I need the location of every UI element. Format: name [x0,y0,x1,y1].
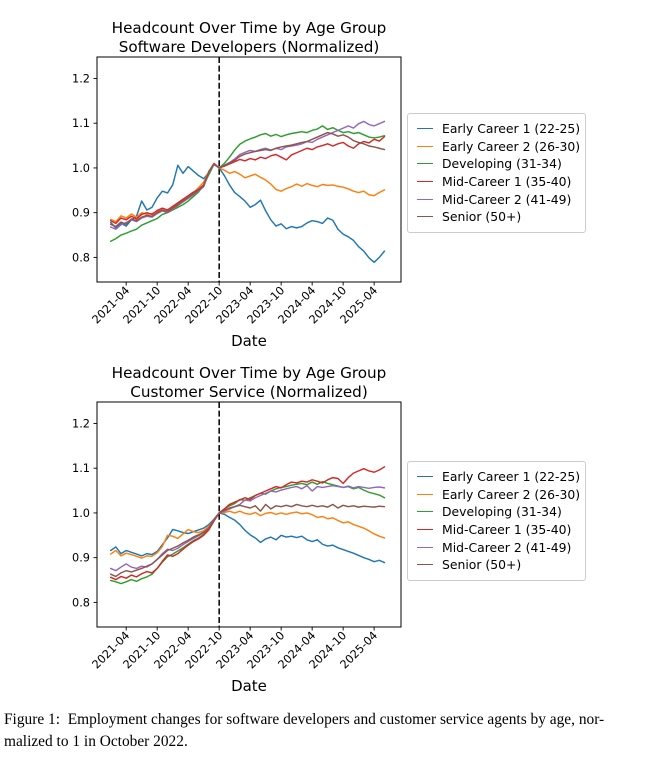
chart-subtitle: Customer Service (Normalized) [130,383,368,401]
legend-line-swatch [417,181,433,183]
legend-item: Mid-Career 1 (35-40) [417,521,577,539]
chart-title-line1: Headcount Over Time by Age Group [112,19,387,37]
y-tick-label: 0.8 [72,251,90,264]
y-tick-label: 1.0 [72,507,90,520]
legend-line-swatch [417,216,433,218]
series-line-early-career-1-22-25 [109,512,386,564]
legend-label: Early Career 2 (26-30) [442,486,581,502]
caption-line-2: malized to 1 in October 2022. [4,732,188,750]
legend-label: Early Career 1 (22-25) [442,469,581,485]
legend-label: Mid-Career 1 (35-40) [442,174,572,190]
legend-item: Mid-Career 1 (35-40) [417,173,577,191]
y-tick-label: 0.9 [72,552,90,565]
legend-line-swatch [417,476,433,478]
y-tick-label: 1.2 [72,72,90,85]
legend-line-swatch [417,511,433,513]
series-line-mid-career-1-35-40 [109,466,386,581]
plot-area: 0.80.91.01.11.22021-042021-102022-042022… [72,401,402,671]
plot-area: 0.80.91.01.11.22021-042021-102022-042022… [72,56,402,326]
charts-canvas: Headcount Over Time by Age Group Softwar… [72,19,402,695]
legend-line-swatch [417,198,433,200]
plot-border [96,56,402,283]
legend-label: Senior (50+) [442,209,522,225]
legend-customer-service: Early Career 1 (22-25) Early Career 2 (26… [407,461,586,581]
series-line-early-career-1-22-25 [109,163,386,264]
legend-label: Developing (31-34) [442,504,562,520]
legend-item: Mid-Career 2 (41-49) [417,538,577,556]
legend-item: Early Career 2 (26-30) [417,486,581,504]
legend-item: Developing (31-34) [417,503,577,521]
legend-label: Mid-Career 2 (41-49) [442,191,572,207]
legend-line-swatch [417,128,433,130]
legend-label: Mid-Career 2 (41-49) [442,539,572,555]
legend-line-swatch [417,529,433,531]
series-line-mid-career-2-41-49 [109,120,386,230]
legend-label: Early Career 1 (22-25) [442,121,581,137]
y-tick-label: 1.1 [72,117,90,130]
figure-caption: Figure 1: Employment changes for softwar… [4,709,659,752]
legend-label: Mid-Career 1 (35-40) [442,522,572,538]
legend-item: Senior (50+) [417,556,577,574]
legend-label: Early Career 2 (26-30) [442,138,581,154]
legend-line-swatch [417,493,433,495]
y-tick-label: 0.8 [72,596,90,609]
caption-line-1: Figure 1: Employment changes for softwar… [4,711,605,728]
legend-label: Developing (31-34) [442,156,562,172]
plot-border [96,401,402,628]
legend-line-swatch [417,546,433,548]
legend-item: Early Career 1 (22-25) [417,468,581,486]
y-tick-label: 1.2 [72,417,90,430]
series-line-mid-career-1-35-40 [109,135,386,225]
legend-line-swatch [417,564,433,566]
legend-item: Senior (50+) [417,208,577,226]
chart-customer-service: Headcount Over Time by Age Group Custome… [72,364,402,695]
y-tick-label: 0.9 [72,207,90,220]
chart-title-line1: Headcount Over Time by Age Group [112,364,387,382]
y-tick-label: 1.1 [72,462,90,475]
legend-line-swatch [417,145,433,147]
series-line-early-career-2-26-30 [109,162,386,223]
x-axis-label: Date [231,677,267,695]
legend-item: Developing (31-34) [417,155,577,173]
legend-item: Mid-Career 2 (41-49) [417,190,577,208]
chart-software-developers: Headcount Over Time by Age Group Softwar… [72,19,402,350]
legend-item: Early Career 1 (22-25) [417,120,581,138]
legend-item: Early Career 2 (26-30) [417,138,581,156]
legend-line-swatch [417,163,433,165]
x-axis-label: Date [231,332,267,350]
legend-software-developers: Early Career 1 (22-25) Early Career 2 (26… [407,113,586,233]
series-line-early-career-2-26-30 [109,510,386,559]
series-line-senior-50 [109,503,386,578]
series-line-senior-50 [109,131,386,228]
chart-subtitle: Software Developers (Normalized) [119,38,380,56]
legend-label: Senior (50+) [442,557,522,573]
y-tick-label: 1.0 [72,162,90,175]
